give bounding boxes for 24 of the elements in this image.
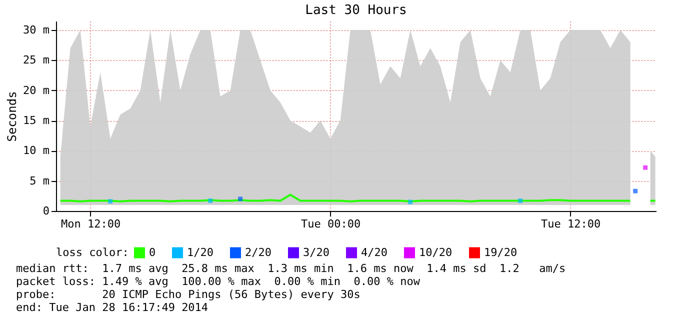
y-tick-label: 5 m <box>30 174 50 188</box>
x-tick-label: Mon 12:00 <box>61 218 121 230</box>
text: packet loss: 1.49 % avg 100.00 % max 0.00 % min 0.00 % now <box>16 275 421 288</box>
text: end: Tue Jan 28 16:17:49 2014 <box>16 301 210 314</box>
x-tick-label: Tue 12:00 <box>541 218 601 230</box>
y-tick-label: 0 <box>42 204 50 218</box>
y-tick-label: 10 m <box>23 144 50 158</box>
x-tick-label: Tue 00:00 <box>301 218 361 230</box>
y-axis-title: Seconds <box>5 91 20 142</box>
y-tick-label: 20 m <box>23 84 50 97</box>
legend-label: 19/20 <box>484 246 518 259</box>
legend-label: 3/20 <box>303 246 330 259</box>
legend-title: loss color: <box>56 246 129 259</box>
y-tick-label: 25 m <box>23 54 50 67</box>
legend-label: 0 <box>149 246 156 259</box>
text: probe: 20 ICMP Echo Pings (56 Bytes) every 30s <box>16 288 362 301</box>
text: median rtt: 1.7 ms avg 25.8 ms max 1.3 ms min 1.6 ms now 1.4 ms sd 1.2 am/s <box>16 262 567 275</box>
legend-label: 2/20 <box>245 246 272 259</box>
y-tick-label: 30 m <box>23 24 50 37</box>
legend-label: 1/20 <box>187 246 214 259</box>
y-tick-label: 15 m <box>23 114 50 128</box>
legend-label: 10/20 <box>419 246 452 259</box>
legend-label: 4/20 <box>361 246 388 259</box>
chart-title: Last 30 Hours <box>305 3 407 18</box>
